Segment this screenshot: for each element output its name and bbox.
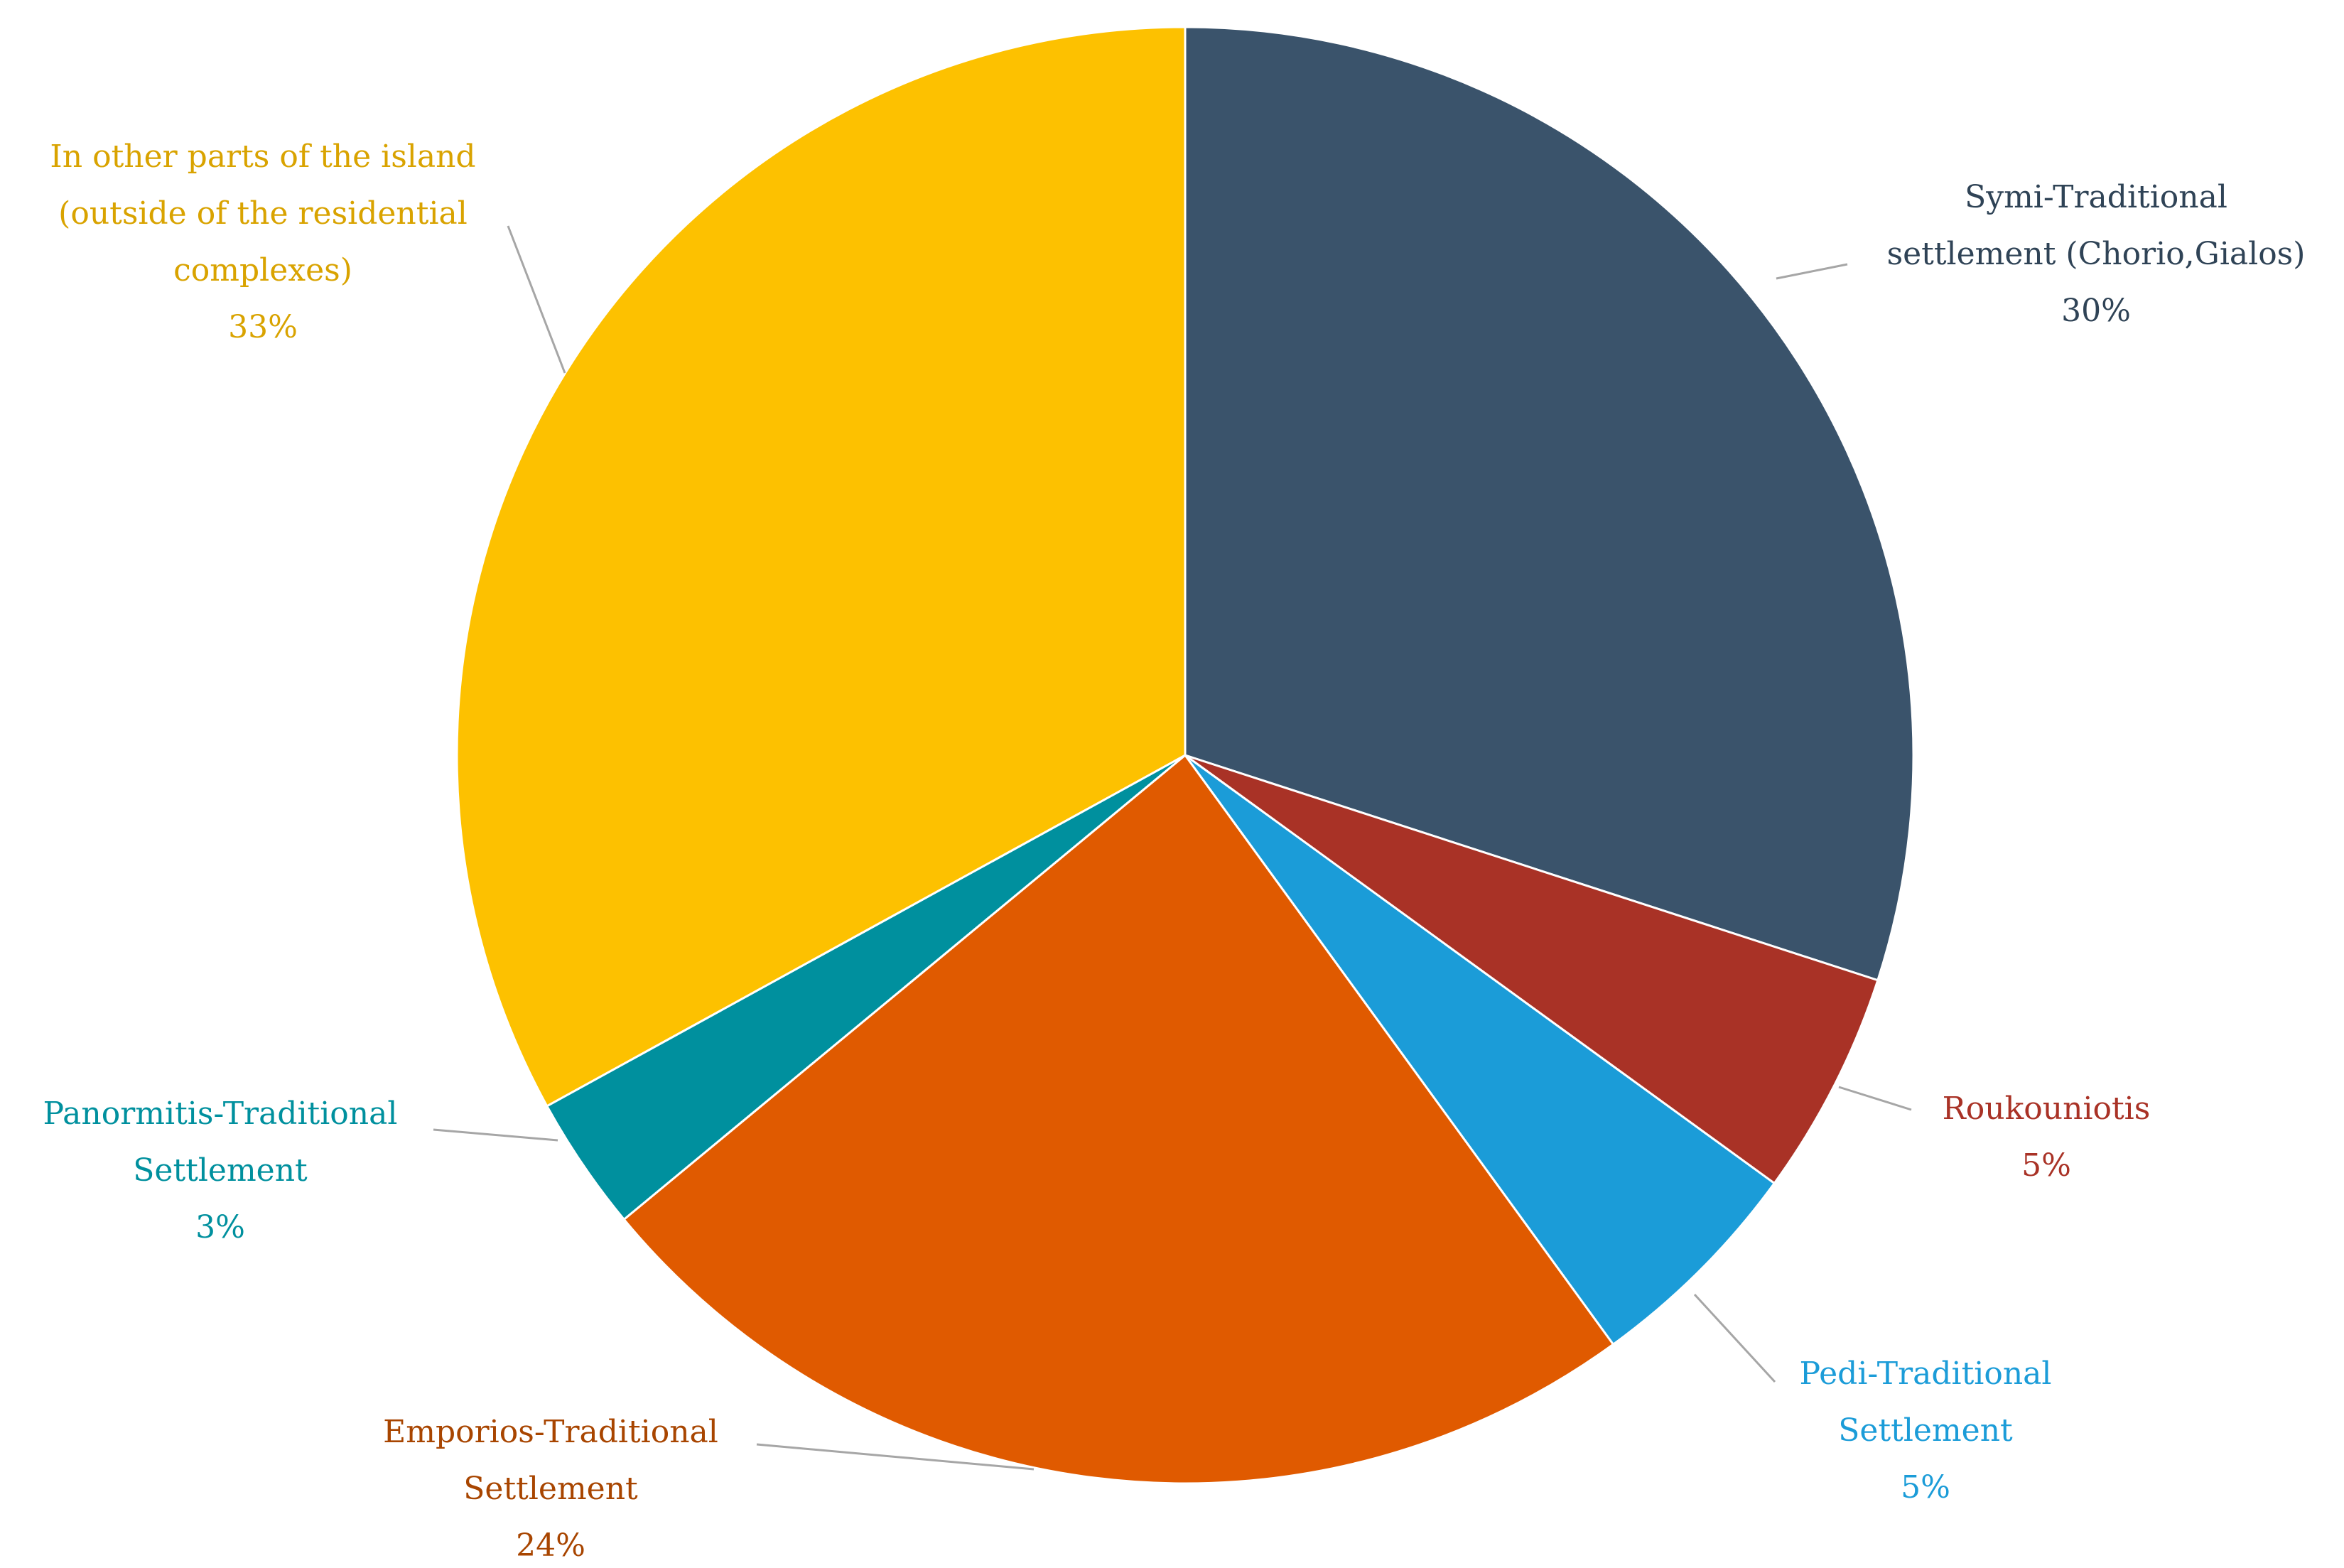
leader-line-4 (756, 1443, 1035, 1471)
slice-label-line: Settlement (133, 1152, 308, 1189)
slice-label-6: In other parts of the island (outside of … (50, 139, 475, 345)
leader-line-1 (1776, 263, 1848, 280)
slice-label-line: settlement (Chorio,Gialos) (1887, 236, 2306, 272)
pie-slice-3 (1184, 754, 1776, 1346)
slice-label-line: In other parts of the island (50, 139, 475, 175)
slice-label-line: Symi-Traditional (1965, 179, 2227, 215)
slice-label-1: Symi-Traditional settlement (Chorio,Gialo… (1887, 179, 2306, 329)
slice-label-line: complexes) (173, 252, 352, 288)
slice-label-line: Roukouniotis (1943, 1091, 2151, 1127)
slice-label-5: Panormitis-Traditional Settlement 3% (43, 1096, 398, 1245)
slice-percent-3: 5% (1901, 1469, 1950, 1505)
slice-percent-4: 24% (516, 1528, 585, 1564)
slice-label-line: Panormitis-Traditional (43, 1096, 398, 1132)
pie-slice-4 (622, 753, 1615, 1485)
slice-percent-5: 3% (195, 1209, 245, 1245)
slice-labels: Symi-Traditional settlement (Chorio,Gialo… (43, 139, 2306, 1564)
slice-label-4: Emporios-Traditional Settlement 24% (383, 1414, 718, 1564)
slice-label-line: (outside of the residential (58, 195, 468, 232)
pie-slices (455, 26, 1915, 1485)
pie-slice-6 (455, 26, 1187, 1108)
pie-slice-2 (1184, 754, 1879, 1185)
slice-label-line: Settlement (463, 1471, 638, 1507)
leader-line-2 (1838, 1086, 1912, 1111)
slice-label-3: Pedi-Traditional Settlement 5% (1800, 1356, 2052, 1505)
slice-percent-2: 5% (2021, 1147, 2071, 1184)
leader-line-5 (433, 1128, 558, 1142)
slice-label-line: Emporios-Traditional (383, 1414, 718, 1450)
slice-label-line: Pedi-Traditional (1800, 1356, 2052, 1392)
pie-slice-1 (1184, 26, 1915, 982)
leader-line-6 (507, 225, 566, 374)
slice-label-2: Roukouniotis 5% (1943, 1091, 2151, 1184)
slice-percent-1: 30% (2061, 293, 2131, 329)
slice-percent-6: 33% (228, 309, 298, 345)
leader-lines (433, 225, 1912, 1471)
leader-line-3 (1693, 1293, 1776, 1383)
slice-label-line: Settlement (1838, 1412, 2013, 1449)
